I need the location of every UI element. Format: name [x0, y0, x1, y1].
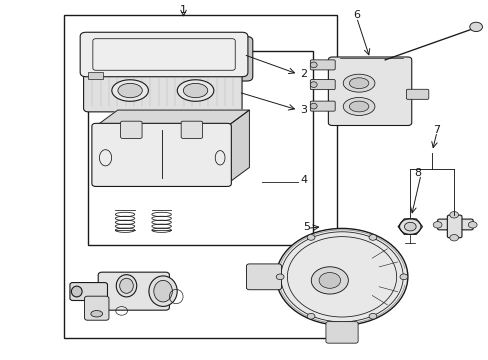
- Ellipse shape: [343, 74, 374, 92]
- FancyBboxPatch shape: [70, 283, 107, 301]
- Ellipse shape: [310, 82, 317, 87]
- Ellipse shape: [177, 80, 213, 101]
- Circle shape: [368, 313, 376, 319]
- Ellipse shape: [348, 101, 368, 112]
- FancyBboxPatch shape: [437, 219, 472, 230]
- Circle shape: [468, 222, 476, 228]
- FancyBboxPatch shape: [246, 264, 281, 290]
- Circle shape: [276, 228, 407, 325]
- Ellipse shape: [149, 276, 177, 306]
- Circle shape: [306, 235, 314, 240]
- Circle shape: [399, 274, 407, 280]
- Text: 1: 1: [180, 5, 187, 15]
- FancyBboxPatch shape: [98, 272, 169, 310]
- Text: 7: 7: [433, 125, 440, 135]
- Bar: [88, 72, 103, 79]
- FancyBboxPatch shape: [92, 123, 231, 186]
- Polygon shape: [227, 110, 249, 184]
- FancyBboxPatch shape: [80, 32, 247, 77]
- Ellipse shape: [118, 84, 142, 98]
- Ellipse shape: [310, 62, 317, 68]
- Text: 4: 4: [300, 175, 307, 185]
- FancyBboxPatch shape: [310, 60, 334, 70]
- Ellipse shape: [116, 275, 137, 297]
- Ellipse shape: [348, 78, 368, 89]
- Ellipse shape: [310, 103, 317, 109]
- FancyBboxPatch shape: [406, 89, 428, 99]
- Circle shape: [469, 22, 482, 32]
- Text: 6: 6: [352, 10, 360, 20]
- Circle shape: [399, 219, 420, 234]
- Ellipse shape: [112, 80, 148, 101]
- Bar: [64, 15, 336, 338]
- Text: 3: 3: [300, 105, 307, 115]
- FancyBboxPatch shape: [84, 296, 109, 320]
- FancyBboxPatch shape: [325, 321, 357, 343]
- FancyBboxPatch shape: [121, 121, 142, 138]
- Circle shape: [449, 212, 458, 218]
- Circle shape: [306, 313, 314, 319]
- Circle shape: [311, 267, 347, 294]
- FancyBboxPatch shape: [181, 121, 202, 138]
- Ellipse shape: [154, 280, 172, 302]
- Circle shape: [319, 273, 340, 288]
- Text: 8: 8: [413, 168, 420, 178]
- Ellipse shape: [120, 278, 133, 293]
- Circle shape: [276, 274, 284, 280]
- Circle shape: [404, 222, 415, 231]
- Ellipse shape: [183, 84, 207, 98]
- Ellipse shape: [91, 311, 102, 317]
- FancyBboxPatch shape: [310, 101, 334, 111]
- Text: 5: 5: [303, 222, 310, 231]
- Circle shape: [432, 222, 441, 228]
- FancyBboxPatch shape: [447, 215, 461, 238]
- FancyBboxPatch shape: [328, 57, 411, 126]
- FancyBboxPatch shape: [85, 37, 252, 81]
- FancyBboxPatch shape: [83, 72, 242, 112]
- Circle shape: [449, 234, 458, 241]
- Bar: [88, 51, 312, 244]
- Circle shape: [368, 235, 376, 240]
- Ellipse shape: [343, 98, 374, 116]
- Polygon shape: [96, 110, 249, 126]
- Ellipse shape: [71, 286, 82, 297]
- FancyBboxPatch shape: [310, 80, 334, 90]
- Text: 2: 2: [300, 69, 307, 79]
